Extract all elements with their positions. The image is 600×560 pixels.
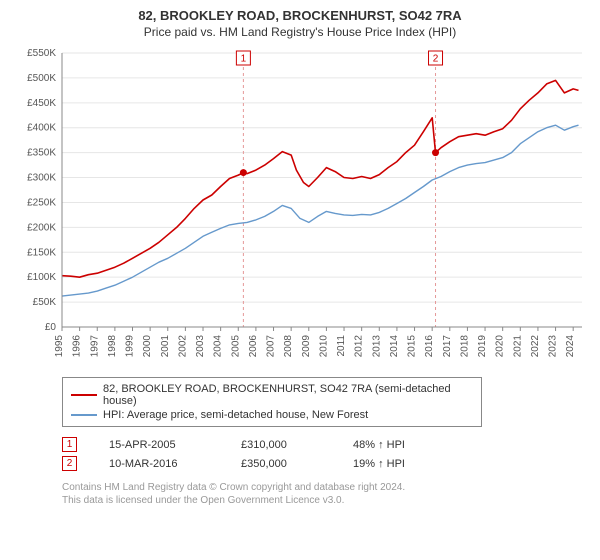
footnote-line: This data is licensed under the Open Gov… [62,494,588,507]
svg-text:1: 1 [241,54,247,65]
line-chart: £0 £50K £100K £150K £200K £250K £300K £350K £400… [12,47,588,367]
marker-row: 2 10-MAR-2016 £350,000 19% ↑ HPI [62,456,588,471]
legend-item: 82, BROOKLEY ROAD, BROCKENHURST, SO42 7R… [71,382,473,408]
chart-area: £0 £50K £100K £150K £200K £250K £300K £350K £400… [12,47,588,367]
svg-text:2001: 2001 [160,335,171,358]
marker-table: 1 15-APR-2005 £310,000 48% ↑ HPI 2 10-MAR-201… [62,437,588,471]
svg-text:2007: 2007 [266,335,277,358]
chart-subtitle: Price paid vs. HM Land Registry's House … [12,25,588,39]
marker-row: 1 15-APR-2005 £310,000 48% ↑ HPI [62,437,588,452]
marker-price: £310,000 [241,439,321,451]
legend-label: HPI: Average price, semi-detached house,… [103,409,368,421]
marker-price: £350,000 [241,458,321,470]
svg-text:£500K: £500K [27,73,56,84]
svg-text:£150K: £150K [27,247,56,258]
footnote-line: Contains HM Land Registry data © Crown c… [62,481,588,494]
svg-text:£50K: £50K [33,297,57,308]
svg-text:£400K: £400K [27,123,56,134]
svg-text:2024: 2024 [565,335,576,358]
legend-label: 82, BROOKLEY ROAD, BROCKENHURST, SO42 7R… [103,383,473,407]
chart-container: 82, BROOKLEY ROAD, BROCKENHURST, SO42 7R… [0,0,600,517]
svg-text:1998: 1998 [107,335,118,358]
marker-date: 10-MAR-2016 [109,458,209,470]
svg-text:2021: 2021 [512,335,523,358]
svg-text:2003: 2003 [195,335,206,358]
svg-text:1996: 1996 [72,335,83,358]
svg-text:2004: 2004 [213,335,224,358]
svg-text:2005: 2005 [230,335,241,358]
svg-text:£300K: £300K [27,173,56,184]
svg-text:2006: 2006 [248,335,259,358]
svg-text:£200K: £200K [27,222,56,233]
legend-color-swatch [71,414,97,416]
svg-text:2020: 2020 [495,335,506,358]
svg-text:2010: 2010 [318,335,329,358]
svg-text:2023: 2023 [548,335,559,358]
svg-text:2022: 2022 [530,335,541,358]
marker-date: 15-APR-2005 [109,439,209,451]
svg-text:2: 2 [433,54,439,65]
svg-text:2014: 2014 [389,335,400,358]
legend-color-swatch [71,394,97,396]
svg-text:2015: 2015 [407,335,418,358]
marker-number-box: 2 [62,456,77,471]
svg-text:2016: 2016 [424,335,435,358]
svg-text:2013: 2013 [371,335,382,358]
svg-text:2012: 2012 [354,335,365,358]
svg-text:2019: 2019 [477,335,488,358]
svg-text:£250K: £250K [27,197,56,208]
svg-text:2009: 2009 [301,335,312,358]
svg-text:£0: £0 [45,322,57,333]
svg-text:2011: 2011 [336,335,347,357]
svg-text:2002: 2002 [177,335,188,358]
svg-text:£450K: £450K [27,98,56,109]
legend-item: HPI: Average price, semi-detached house,… [71,408,473,422]
svg-text:£550K: £550K [27,48,56,59]
svg-text:2018: 2018 [459,335,470,358]
svg-text:1995: 1995 [54,335,65,358]
marker-hpi-delta: 19% ↑ HPI [353,458,463,470]
svg-text:1999: 1999 [125,335,136,358]
marker-hpi-delta: 48% ↑ HPI [353,439,463,451]
svg-text:2017: 2017 [442,335,453,358]
legend: 82, BROOKLEY ROAD, BROCKENHURST, SO42 7R… [62,377,482,427]
svg-text:1997: 1997 [89,335,100,358]
marker-number-box: 1 [62,437,77,452]
svg-text:2008: 2008 [283,335,294,358]
svg-text:2000: 2000 [142,335,153,358]
svg-text:£350K: £350K [27,148,56,159]
svg-text:£100K: £100K [27,272,56,283]
footnote: Contains HM Land Registry data © Crown c… [62,481,588,507]
chart-title: 82, BROOKLEY ROAD, BROCKENHURST, SO42 7R… [12,8,588,23]
